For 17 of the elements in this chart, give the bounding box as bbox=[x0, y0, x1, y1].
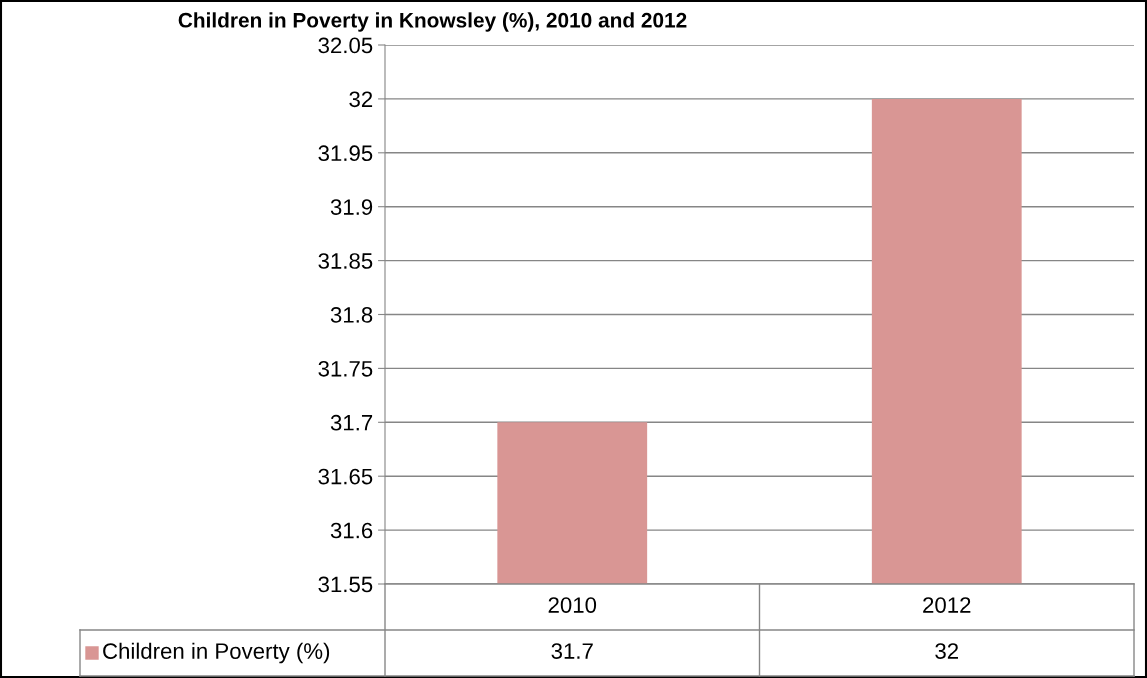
x-tick-label: 2010 bbox=[548, 597, 597, 613]
y-tick-label: 31.55 bbox=[318, 576, 373, 593]
y-tick-label: 31.85 bbox=[318, 253, 373, 269]
y-tick-label: 31.95 bbox=[318, 145, 373, 162]
legend-label: Children in Poverty (%) bbox=[103, 642, 330, 664]
y-tick-label: 31.75 bbox=[318, 360, 373, 377]
y-tick-label: 32.05 bbox=[318, 37, 373, 54]
data-label: 31.7 bbox=[551, 643, 593, 659]
y-tick-label: 31.9 bbox=[330, 199, 373, 215]
y-tick-label: 31.7 bbox=[330, 414, 373, 431]
y-tick-label: 31.65 bbox=[318, 468, 373, 485]
y-tick-label: 31.6 bbox=[330, 522, 373, 539]
x-tick-label: 2012 bbox=[923, 597, 971, 613]
y-tick-label: 32 bbox=[349, 91, 373, 108]
data-label: 32 bbox=[935, 643, 958, 659]
y-tick-label: 31.8 bbox=[330, 307, 373, 323]
chart-title: Children in Poverty in Knowsley (%), 2010 and 2012 bbox=[178, 12, 687, 32]
